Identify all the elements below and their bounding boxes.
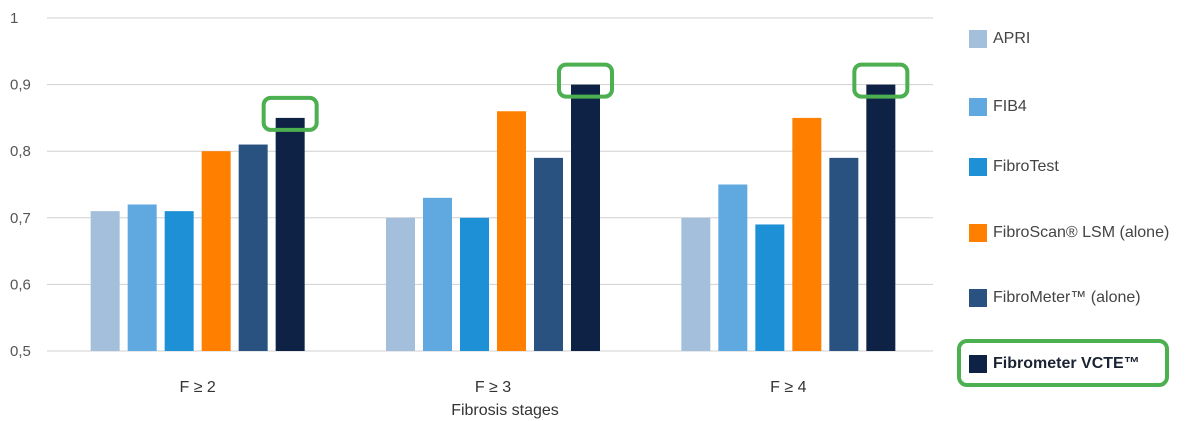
legend-label: FibroScan® LSM (alone)	[993, 224, 1170, 241]
x-axis-categories: F ≥ 2 F ≥ 3 F ≥ 4	[179, 379, 806, 396]
legend-label: Fibrometer VCTE™	[993, 355, 1140, 372]
bar	[718, 184, 748, 351]
bar	[534, 157, 563, 351]
legend-swatch	[969, 224, 987, 242]
legend-item: APRI	[969, 27, 1030, 51]
y-tick-label: 0,8	[10, 143, 31, 160]
y-tick-label: 0,6	[10, 276, 31, 293]
legend-item: FibroScan® LSM (alone)	[969, 221, 1169, 245]
bar	[127, 204, 157, 351]
bar	[164, 211, 194, 351]
legend-swatch	[969, 98, 987, 116]
y-tick-label: 0,9	[10, 77, 31, 94]
bar	[275, 117, 305, 352]
legend-item: Fibrometer VCTE™	[957, 339, 1169, 387]
highlight-box	[261, 95, 319, 132]
bar	[755, 224, 785, 351]
legend-swatch	[969, 355, 987, 373]
bars	[90, 84, 896, 352]
x-category-label: F ≥ 4	[770, 379, 806, 396]
bar-chart: 0,5 0,6 0,7 0,8 0,9 1 F ≥ 2 F ≥ 3 F ≥ 4 Fibrosi…	[10, 10, 933, 419]
bar	[201, 151, 231, 351]
legend-label: FibroMeter™ (alone)	[993, 289, 1141, 306]
legend-swatch	[969, 30, 987, 48]
legend-swatch	[969, 158, 987, 176]
highlight-boxes	[261, 62, 910, 132]
bar	[866, 84, 896, 351]
gridlines	[47, 17, 933, 352]
bar	[792, 117, 822, 352]
x-axis-title: Fibrosis stages	[451, 402, 559, 419]
legend-highlight-box	[957, 339, 1169, 387]
legend-label: APRI	[993, 30, 1031, 47]
legend-item: FibroTest	[969, 155, 1059, 179]
y-tick-label: 1	[10, 10, 18, 27]
highlight-box	[557, 62, 614, 99]
bar	[571, 84, 600, 351]
legend-label: FIB4	[993, 98, 1027, 115]
bar	[497, 111, 526, 352]
highlight-box	[852, 62, 910, 99]
legend-swatch	[969, 289, 987, 307]
legend-label: FibroTest	[993, 158, 1059, 175]
bar	[423, 197, 452, 351]
legend-item: FIB4	[969, 95, 1027, 119]
legend: APRI FIB4 FibroTest FibroScan® LSM (alone) F…	[957, 0, 1200, 421]
y-axis-ticks: 0,5 0,6 0,7 0,8 0,9 1	[10, 10, 31, 360]
bar	[829, 157, 859, 351]
bar	[460, 217, 489, 351]
x-category-label: F ≥ 3	[475, 379, 511, 396]
bar	[386, 217, 415, 351]
legend-item: FibroMeter™ (alone)	[969, 286, 1141, 310]
bar	[681, 217, 711, 351]
x-category-label: F ≥ 2	[179, 379, 215, 396]
y-tick-label: 0,7	[10, 210, 31, 227]
bar	[90, 211, 120, 351]
y-tick-label: 0,5	[10, 343, 31, 360]
bar	[238, 144, 268, 351]
